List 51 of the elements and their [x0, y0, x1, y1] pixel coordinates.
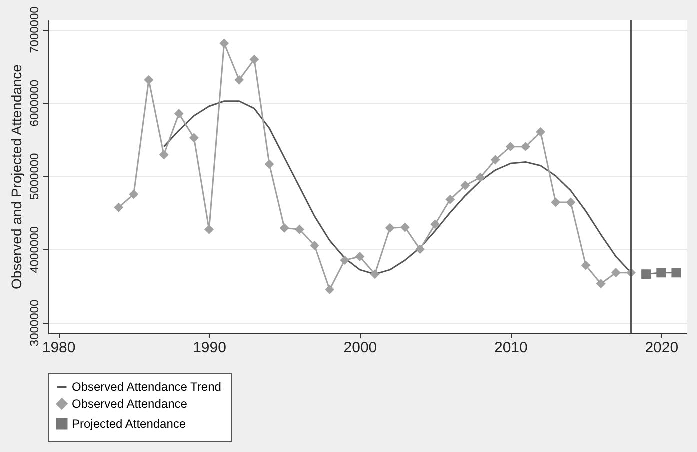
- point: [656, 268, 666, 278]
- point: [566, 198, 576, 208]
- point: [144, 75, 154, 85]
- point: [204, 224, 214, 234]
- y-tick-label: 3000000: [28, 300, 42, 347]
- point: [294, 224, 304, 234]
- point: [490, 155, 500, 165]
- point: [430, 220, 440, 230]
- point: [340, 256, 350, 266]
- y-tick-label: 5000000: [28, 152, 42, 200]
- point: [264, 160, 274, 170]
- point: [220, 38, 230, 48]
- point: [642, 270, 652, 280]
- x-tick-label: 2010: [494, 340, 528, 356]
- x-tick-label: 2020: [645, 340, 679, 356]
- point: [159, 150, 169, 160]
- point: [174, 109, 184, 119]
- point: [370, 270, 380, 280]
- point: [536, 127, 546, 137]
- legend-label: Observed Attendance Trend: [72, 380, 222, 394]
- point: [385, 223, 395, 233]
- point: [521, 142, 530, 152]
- point: [416, 244, 425, 254]
- point: [581, 260, 591, 270]
- y-axis-title: Observed and Projected Attendance: [8, 64, 24, 290]
- point: [506, 142, 516, 152]
- point: [596, 279, 606, 289]
- x-tick-label: 2000: [344, 340, 378, 356]
- legend-label: Projected Attendance: [72, 417, 186, 431]
- point: [280, 223, 290, 233]
- point: [250, 54, 260, 64]
- x-tick-label: 1990: [193, 340, 226, 356]
- point: [325, 285, 335, 294]
- point: [189, 133, 199, 143]
- point: [355, 252, 365, 262]
- point: [234, 75, 244, 85]
- point: [672, 268, 682, 278]
- point: [611, 268, 621, 278]
- y-tick-label: 6000000: [28, 80, 42, 127]
- point: [446, 194, 456, 204]
- point: [310, 241, 320, 251]
- point: [129, 190, 139, 200]
- point: [114, 202, 124, 212]
- point: [476, 172, 486, 182]
- point: [400, 222, 410, 232]
- point: [551, 198, 561, 208]
- point: [460, 180, 470, 190]
- y-tick-label: 4000000: [28, 226, 42, 274]
- x-tick-label: 1980: [42, 340, 76, 356]
- y-tick-label: 7000000: [28, 6, 42, 54]
- legend-label: Observed Attendance: [72, 397, 188, 411]
